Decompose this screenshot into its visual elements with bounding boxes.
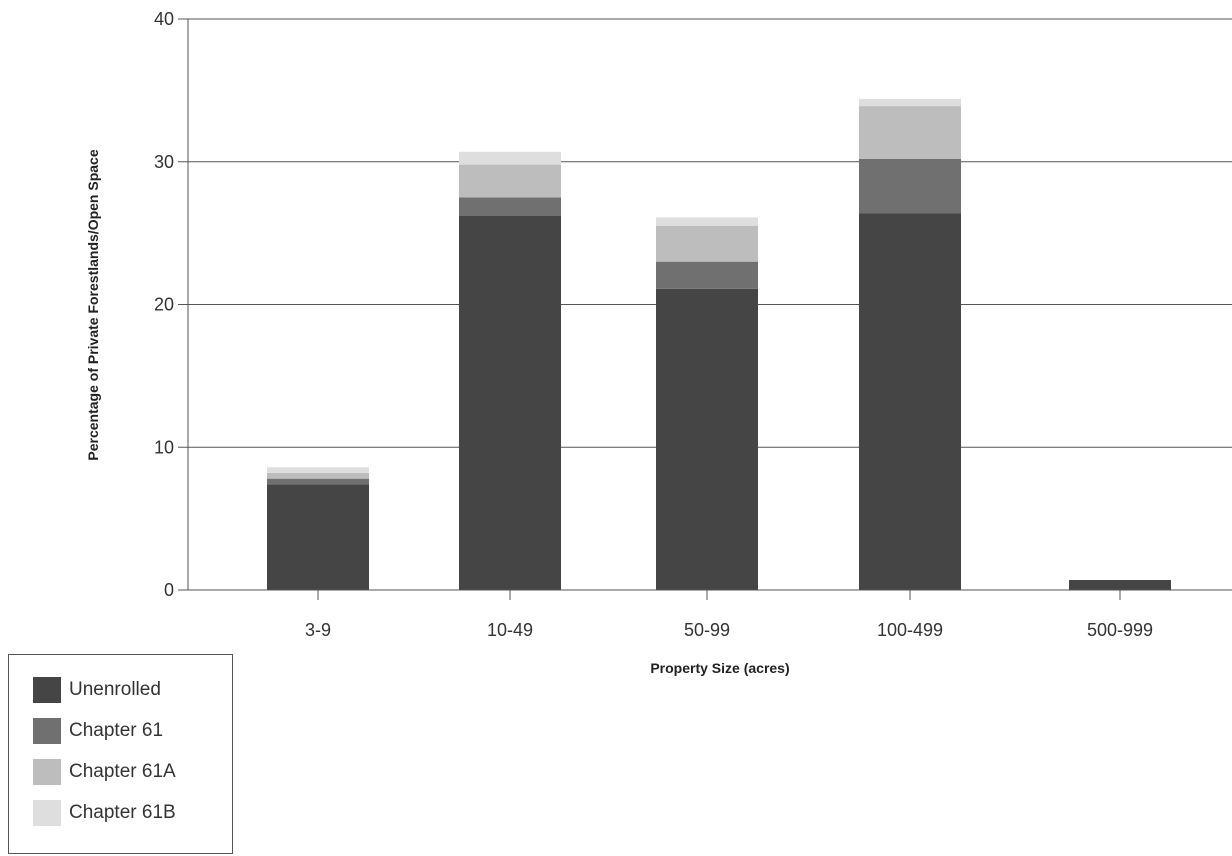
legend-item-unenrolled: Unenrolled xyxy=(33,677,161,703)
bar-3-9-chapter-61 xyxy=(267,478,369,485)
x-tick-label-3-9: 3-9 xyxy=(305,620,331,640)
legend-swatch-chapter-61 xyxy=(33,718,61,744)
bar-500-999-unenrolled xyxy=(1069,580,1171,590)
bar-10-49-chapter-61 xyxy=(459,197,561,216)
bar-100-499-chapter-61a xyxy=(859,106,961,159)
y-axis-title: Percentage of Private Forestlands/Open S… xyxy=(85,149,101,460)
bar-50-99-chapter-61a xyxy=(656,225,758,262)
legend: Unenrolled Chapter 61 Chapter 61A Chapte… xyxy=(8,654,233,854)
legend-label-unenrolled: Unenrolled xyxy=(69,679,161,700)
bar-100-499-chapter-61b xyxy=(859,98,961,107)
bar-3-9-unenrolled xyxy=(267,484,369,590)
legend-swatch-chapter-61a xyxy=(33,759,61,785)
y-tick-label-40: 40 xyxy=(154,9,174,29)
y-tick-label-0: 0 xyxy=(164,580,174,600)
bar-3-9-chapter-61a xyxy=(267,472,369,479)
legend-label-chapter-61b: Chapter 61B xyxy=(69,802,176,823)
x-tick-label-500-999: 500-999 xyxy=(1087,620,1153,640)
legend-item-chapter-61b: Chapter 61B xyxy=(33,800,176,826)
legend-label-chapter-61a: Chapter 61A xyxy=(69,761,176,782)
y-tick-label-20: 20 xyxy=(154,295,174,315)
bar-50-99-chapter-61b xyxy=(656,217,758,226)
x-axis-title: Property Size (acres) xyxy=(650,660,789,676)
x-tick-label-100-499: 100-499 xyxy=(877,620,943,640)
bar-3-9-chapter-61b xyxy=(267,467,369,473)
x-tick-label-10-49: 10-49 xyxy=(487,620,533,640)
y-tick-label-30: 30 xyxy=(154,152,174,172)
legend-item-chapter-61: Chapter 61 xyxy=(33,718,163,744)
bar-50-99-unenrolled xyxy=(656,288,758,590)
bar-10-49-chapter-61a xyxy=(459,164,561,198)
bars xyxy=(267,98,1171,590)
bar-100-499-unenrolled xyxy=(859,213,961,590)
y-tick-label-10: 10 xyxy=(154,437,174,457)
bar-10-49-unenrolled xyxy=(459,215,561,590)
legend-item-chapter-61a: Chapter 61A xyxy=(33,759,176,785)
legend-swatch-unenrolled xyxy=(33,677,61,703)
bar-50-99-chapter-61 xyxy=(656,261,758,289)
x-tick-label-50-99: 50-99 xyxy=(684,620,730,640)
legend-label-chapter-61: Chapter 61 xyxy=(69,720,164,741)
bar-100-499-chapter-61 xyxy=(859,158,961,214)
axes: 0 10 20 30 40 3-9 10-49 50-99 100-499 500-999 xyxy=(154,9,1232,640)
legend-swatch-chapter-61b xyxy=(33,800,61,826)
bar-10-49-chapter-61b xyxy=(459,151,561,165)
